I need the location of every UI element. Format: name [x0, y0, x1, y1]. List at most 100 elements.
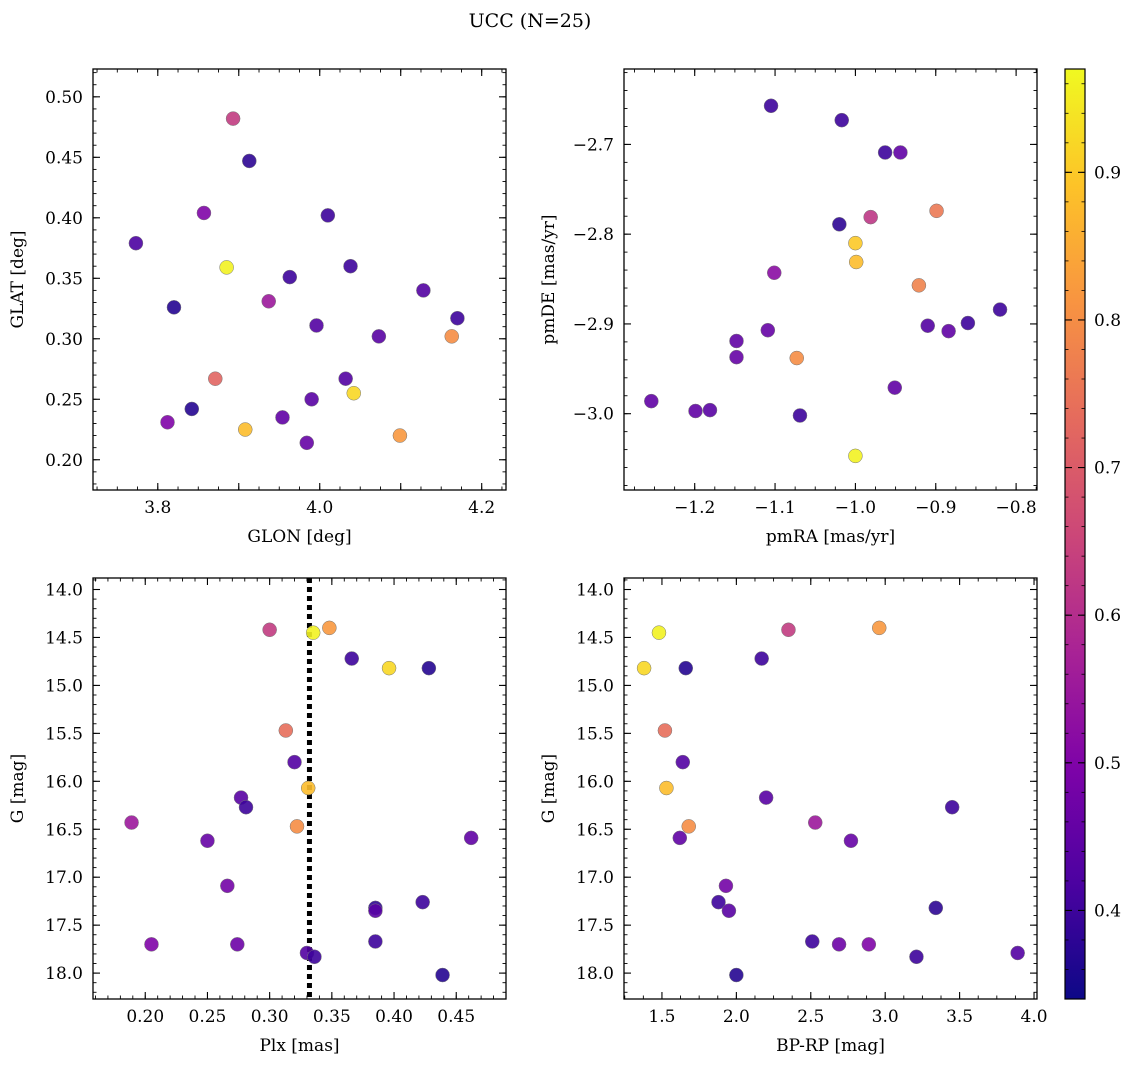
y-axis-label: G [mag]: [8, 754, 28, 823]
data-point: [758, 790, 774, 805]
y-tick-label: −2.7: [573, 135, 614, 155]
y-tick-label: 0.45: [45, 148, 83, 168]
data-point: [368, 903, 383, 919]
colorbar-tick-label: 0.4: [1094, 901, 1121, 921]
data-point: [300, 780, 316, 796]
data-point: [929, 203, 944, 219]
x-tick-label: 2.5: [797, 1007, 824, 1027]
data-point: [831, 937, 847, 952]
data-point: [346, 385, 362, 401]
x-axis-label: BP-RP [mag]: [776, 1036, 885, 1056]
y-axis-label: G [mag]: [539, 754, 559, 823]
data-point: [877, 145, 893, 160]
data-point: [392, 428, 408, 443]
x-tick-label: 4.2: [468, 498, 495, 518]
data-point: [911, 278, 927, 293]
data-point: [729, 349, 744, 365]
panel-pmra-pmde: −1.2 −1.1 −1.0 −0.9 −0.8 −3.0 −2.9 −2.8 −2.7 pmRA…: [539, 68, 1038, 547]
data-point: [792, 408, 808, 423]
x-axis-label: Plx [mas]: [259, 1036, 339, 1056]
x-tick-label: 1.5: [648, 1007, 675, 1027]
data-point: [287, 754, 302, 770]
y-tick-label: 0.30: [45, 330, 83, 350]
x-tick-label: −1.2: [674, 498, 715, 518]
data-point: [678, 660, 694, 676]
axes-frame: [623, 577, 1038, 1000]
data-point: [920, 318, 935, 333]
x-tick-label: −1.1: [754, 498, 795, 518]
y-tick-label: 17.0: [45, 868, 83, 888]
data-point: [381, 660, 397, 676]
x-tick-label: 2.0: [723, 1007, 750, 1027]
x-tick-label: 3.8: [144, 498, 171, 518]
data-point: [299, 435, 315, 451]
y-tick-label: 16.0: [576, 772, 614, 792]
y-tick-label: −3.0: [573, 405, 614, 425]
data-point: [238, 799, 254, 815]
data-point: [282, 269, 298, 285]
data-point: [781, 622, 796, 638]
data-point: [688, 403, 703, 419]
y-tick-label: 14.0: [45, 581, 83, 601]
data-point: [767, 265, 782, 281]
y-tick-label: 0.35: [45, 269, 83, 289]
colorbar-tick-label: 0.8: [1094, 311, 1121, 331]
panel-glon-glat: 3.8 4.0 4.2 0.20 0.25 0.30 0.35 0.40 0.45 0.50 GLO…: [8, 68, 507, 547]
data-point: [941, 323, 956, 339]
data-point: [344, 651, 359, 666]
x-tick-label: −0.9: [915, 498, 956, 518]
y-tick-label: 18.0: [576, 964, 614, 984]
data-point: [644, 393, 659, 409]
data-point: [289, 819, 305, 834]
data-point: [444, 329, 459, 344]
data-point: [805, 934, 820, 949]
y-tick-label: 15.5: [576, 724, 614, 744]
data-point: [1010, 945, 1025, 961]
data-point: [960, 315, 976, 331]
x-tick-label: 4.0: [1021, 1007, 1048, 1027]
colorbar-tick-label: 0.6: [1094, 606, 1121, 626]
x-axis-label: pmRA [mas/yr]: [766, 527, 895, 547]
x-tick-label: −0.8: [995, 498, 1036, 518]
panel-bprp-g: 1.5 2.0 2.5 3.0 3.5 4.0 14.0 14.5 15.0 15.5 16.0 16…: [539, 577, 1048, 1056]
data-point: [278, 723, 294, 738]
data-point: [760, 322, 776, 338]
data-point: [196, 205, 212, 221]
data-point: [144, 937, 159, 952]
data-point: [711, 894, 726, 910]
y-tick-label: 14.5: [576, 628, 614, 648]
data-point: [435, 967, 450, 983]
data-point: [128, 235, 144, 251]
data-point: [863, 209, 878, 225]
data-point: [261, 294, 276, 309]
data-point: [421, 660, 437, 676]
data-point: [166, 300, 182, 315]
data-point: [371, 329, 387, 344]
data-point: [415, 894, 430, 910]
y-tick-label: −2.8: [573, 225, 614, 245]
data-point: [721, 903, 737, 919]
x-tick-label: −1.0: [835, 498, 876, 518]
y-tick-label: 0.40: [45, 209, 83, 229]
colorbar-tick-label: 0.5: [1094, 754, 1121, 774]
data-point: [343, 258, 358, 274]
data-point: [416, 283, 431, 298]
y-tick-label: 14.0: [576, 581, 614, 601]
data-point: [657, 723, 673, 738]
data-point: [659, 780, 674, 796]
data-point: [307, 949, 322, 965]
y-tick-label: 0.25: [45, 390, 83, 410]
data-point: [200, 833, 215, 849]
data-point: [729, 967, 744, 983]
y-tick-label: 0.20: [45, 451, 83, 471]
data-point: [219, 260, 234, 275]
x-tick-label: 0.20: [126, 1007, 164, 1027]
x-tick-label: 0.25: [189, 1007, 227, 1027]
y-axis-label: pmDE [mas/yr]: [539, 214, 559, 344]
data-point: [304, 392, 319, 407]
y-axis-label: GLAT [deg]: [8, 230, 28, 328]
chart-title: UCC (N=25): [469, 10, 592, 32]
y-tick-label: 14.5: [45, 628, 83, 648]
data-point: [636, 660, 652, 676]
data-point: [450, 310, 465, 326]
